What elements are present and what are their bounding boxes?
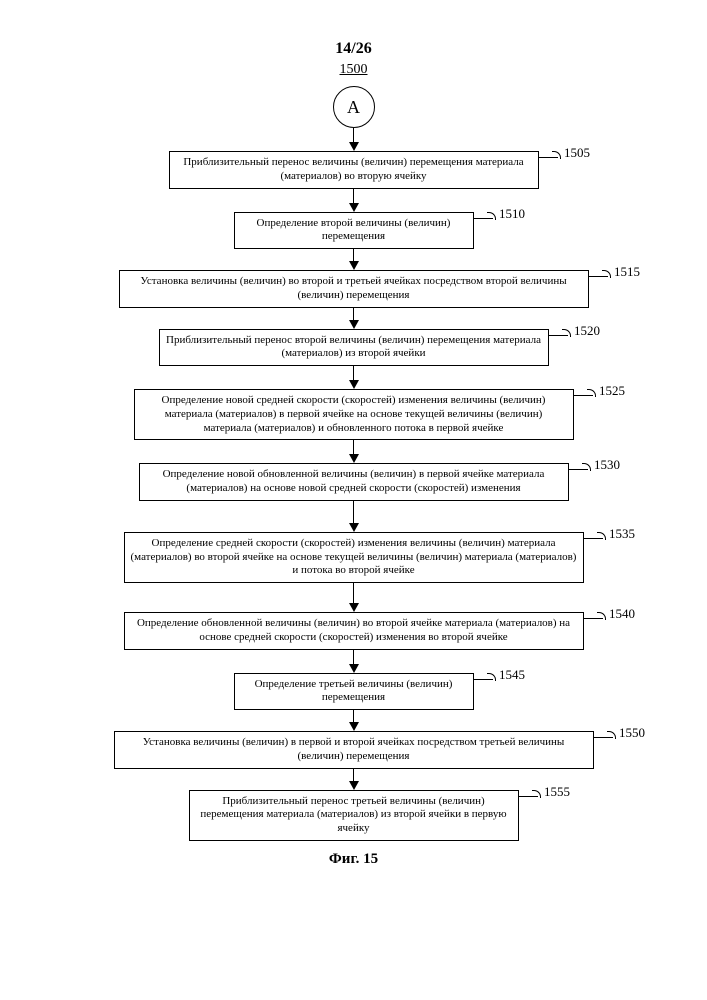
leader-curve (562, 329, 571, 337)
arrow (349, 769, 359, 790)
connector-label: A (347, 97, 360, 118)
arrow (349, 366, 359, 389)
arrow-line (353, 650, 355, 664)
step-box-1510: Определение второй величины (величин) пе… (234, 212, 474, 250)
leader-curve (552, 151, 561, 159)
arrow-head (349, 523, 359, 532)
arrow-head (349, 454, 359, 463)
step-label: 1550 (619, 725, 645, 741)
arrow-line (353, 440, 355, 454)
step-box-1515: Установка величины (величин) во второй и… (119, 270, 589, 308)
arrow-head (349, 203, 359, 212)
page: 14/26 1500 A Приблизительный перенос вел… (0, 0, 707, 898)
arrow-head (349, 781, 359, 790)
arrow-head (349, 380, 359, 389)
flowchart: A Приблизительный перенос величины (вели… (50, 86, 657, 841)
step-label: 1540 (609, 606, 635, 622)
leader-curve (582, 463, 591, 471)
step-row: Определение третьей величины (величин) п… (50, 673, 657, 711)
step-row: Приблизительный перенос третьей величины… (50, 790, 657, 841)
arrow (349, 308, 359, 329)
figure-number: 1500 (50, 62, 657, 78)
step-box-1525: Определение новой средней скорости (скор… (134, 389, 574, 440)
arrow-head (349, 320, 359, 329)
leader-curve (597, 532, 606, 540)
step-row: Определение новой средней скорости (скор… (50, 389, 657, 440)
arrow-line (353, 128, 355, 142)
arrow (349, 128, 359, 151)
step-box-1505: Приблизительный перенос величины (величи… (169, 151, 539, 189)
step-box-1550: Установка величины (величин) в первой и … (114, 731, 594, 769)
leader-curve (487, 212, 496, 220)
arrow-line (353, 189, 355, 203)
step-box-1535: Определение средней скорости (скоростей)… (124, 532, 584, 583)
arrow (349, 440, 359, 463)
arrow-head (349, 722, 359, 731)
arrow-line (353, 583, 355, 603)
step-label: 1530 (594, 457, 620, 473)
arrow (349, 583, 359, 612)
arrow-line (353, 769, 355, 781)
leader-curve (487, 673, 496, 681)
steps-container: Приблизительный перенос величины (величи… (50, 151, 657, 841)
step-row: Определение новой обновленной величины (… (50, 463, 657, 501)
arrow-line (353, 249, 355, 261)
step-row: Определение обновленной величины (величи… (50, 612, 657, 650)
arrow-line (353, 308, 355, 320)
leader-curve (602, 270, 611, 278)
arrow-head (349, 142, 359, 151)
step-box-1555: Приблизительный перенос третьей величины… (189, 790, 519, 841)
step-box-1540: Определение обновленной величины (величи… (124, 612, 584, 650)
arrow-head (349, 261, 359, 270)
step-box-1520: Приблизительный перенос второй величины … (159, 329, 549, 367)
step-box-1530: Определение новой обновленной величины (… (139, 463, 569, 501)
leader-curve (587, 389, 596, 397)
step-label: 1525 (599, 383, 625, 399)
figure-caption: Фиг. 15 (50, 851, 657, 868)
arrow-head (349, 664, 359, 673)
step-label: 1555 (544, 784, 570, 800)
step-box-1545: Определение третьей величины (величин) п… (234, 673, 474, 711)
step-label: 1535 (609, 526, 635, 542)
arrow (349, 650, 359, 673)
arrow (349, 249, 359, 270)
step-row: Приблизительный перенос второй величины … (50, 329, 657, 367)
step-row: Определение средней скорости (скоростей)… (50, 532, 657, 583)
connector-circle: A (333, 86, 375, 128)
step-label: 1520 (574, 323, 600, 339)
arrow-line (353, 366, 355, 380)
step-label: 1505 (564, 145, 590, 161)
step-label: 1515 (614, 264, 640, 280)
step-label: 1545 (499, 667, 525, 683)
arrow-line (353, 710, 355, 722)
leader-curve (607, 731, 616, 739)
arrow (349, 710, 359, 731)
leader-curve (597, 612, 606, 620)
arrow-head (349, 603, 359, 612)
arrow (349, 501, 359, 532)
page-number: 14/26 (50, 40, 657, 58)
step-label: 1510 (499, 206, 525, 222)
leader-curve (532, 790, 541, 798)
step-row: Определение второй величины (величин) пе… (50, 212, 657, 250)
arrow-line (353, 501, 355, 523)
arrow (349, 189, 359, 212)
step-row: Установка величины (величин) во второй и… (50, 270, 657, 308)
step-row: Приблизительный перенос величины (величи… (50, 151, 657, 189)
step-row: Установка величины (величин) в первой и … (50, 731, 657, 769)
